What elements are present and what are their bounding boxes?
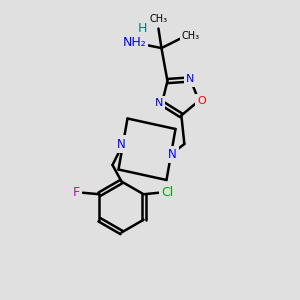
- Text: CH₃: CH₃: [182, 31, 200, 41]
- Text: F: F: [73, 186, 80, 199]
- Text: N: N: [117, 137, 126, 151]
- Text: N: N: [186, 74, 194, 85]
- Text: O: O: [197, 96, 206, 106]
- Text: NH₂: NH₂: [123, 36, 146, 49]
- Text: Cl: Cl: [161, 186, 174, 199]
- Text: H: H: [137, 22, 147, 35]
- Text: N: N: [155, 98, 163, 108]
- Text: CH₃: CH₃: [149, 14, 167, 24]
- Text: N: N: [168, 148, 177, 161]
